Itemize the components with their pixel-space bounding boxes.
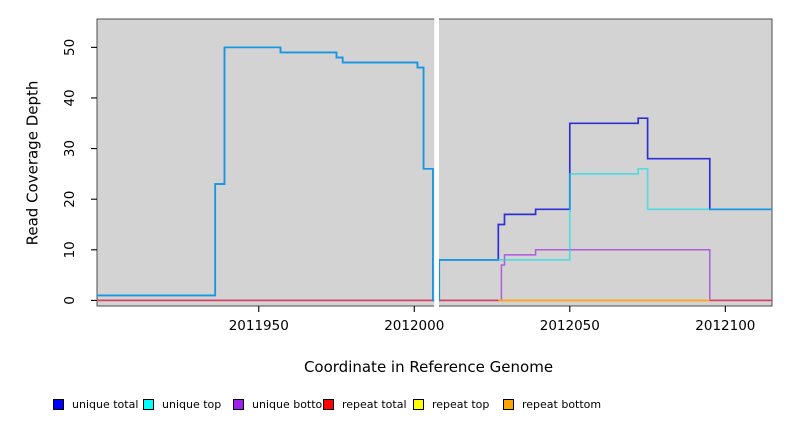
x-tick-label: 2011950 xyxy=(229,318,289,334)
legend-label-repeat-top: repeat top xyxy=(432,398,490,411)
legend-swatch-unique-bottom xyxy=(233,399,244,410)
legend-swatch-repeat-bottom xyxy=(503,399,514,410)
y-tick-label: 0 xyxy=(62,296,78,305)
legend-label-repeat-total: repeat total xyxy=(342,398,407,411)
legend-label-repeat-bottom: repeat bottom xyxy=(522,398,602,411)
y-axis-title: Read Coverage Depth xyxy=(23,80,42,246)
y-tick-label: 40 xyxy=(62,89,78,106)
legend-item-repeat-total: repeat total xyxy=(323,398,413,411)
x-axis-title: Coordinate in Reference Genome xyxy=(303,358,554,376)
legend-item-repeat-top: repeat top xyxy=(413,398,503,411)
legend-label-unique-total: unique total xyxy=(72,398,139,411)
y-tick-label: 10 xyxy=(62,241,78,258)
series-line-unique-top xyxy=(97,46,772,302)
legend-label-unique-top: unique top xyxy=(162,398,222,411)
legend-swatch-unique-top xyxy=(143,399,154,410)
chart-legend: unique total unique top unique bottom repea… xyxy=(53,398,601,411)
legend-swatch-repeat-total xyxy=(323,399,334,410)
no-data-gap-band xyxy=(434,18,439,307)
legend-item-unique-bottom: unique bottom xyxy=(233,398,333,411)
x-tick-label: 2012000 xyxy=(384,318,444,334)
legend-swatch-repeat-top xyxy=(413,399,424,410)
y-tick-label: 50 xyxy=(62,39,78,56)
legend-label-unique-bottom: unique bottom xyxy=(252,398,334,411)
legend-item-unique-total: unique total xyxy=(53,398,143,411)
y-tick-label: 30 xyxy=(62,140,78,157)
legend-item-unique-top: unique top xyxy=(143,398,233,411)
legend-item-repeat-bottom: repeat bottom xyxy=(503,398,601,411)
x-tick-label: 2012100 xyxy=(695,318,755,334)
legend-swatch-unique-total xyxy=(53,399,64,410)
x-tick-label: 2012050 xyxy=(540,318,600,334)
series-line-unique-bottom xyxy=(97,249,772,302)
y-tick-label: 20 xyxy=(62,191,78,208)
